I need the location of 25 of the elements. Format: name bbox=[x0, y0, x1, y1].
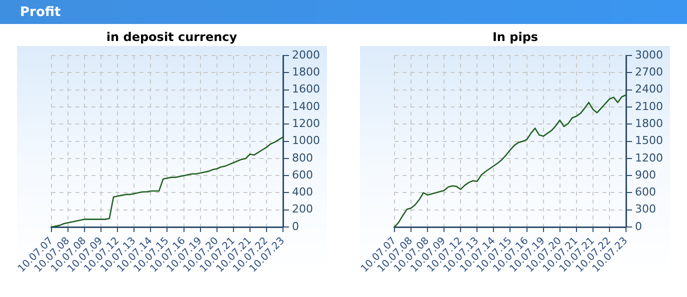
y-tick-label: 1200 bbox=[292, 117, 320, 130]
y-tick-label: 1000 bbox=[292, 134, 320, 148]
y-tick-label: 1800 bbox=[292, 66, 320, 79]
y-tick-label: 900 bbox=[635, 168, 656, 182]
y-tick-label: 400 bbox=[292, 186, 313, 199]
y-tick-label: 300 bbox=[635, 202, 656, 216]
y-tick-label: 1600 bbox=[292, 82, 320, 96]
chart-title: Profit bbox=[0, 0, 687, 24]
y-tick-label: 800 bbox=[292, 151, 313, 164]
y-tick-label: 0 bbox=[292, 220, 299, 233]
y-tick-label: 2000 bbox=[292, 48, 320, 62]
y-tick-label: 3000 bbox=[635, 48, 664, 62]
y-tick-label: 1800 bbox=[635, 117, 664, 130]
y-tick-label: 1500 bbox=[635, 134, 664, 148]
chart-subtitle: in deposit currency bbox=[106, 30, 238, 46]
y-tick-label: 2700 bbox=[635, 66, 664, 79]
y-tick-label: 1400 bbox=[292, 100, 320, 113]
chart-subtitle: In pips bbox=[492, 30, 538, 46]
y-tick-label: 2100 bbox=[635, 100, 664, 113]
y-tick-label: 600 bbox=[635, 186, 656, 199]
y-tick-label: 600 bbox=[292, 168, 313, 182]
y-tick-label: 0 bbox=[635, 220, 642, 233]
y-tick-label: 2400 bbox=[635, 82, 664, 96]
y-tick-label: 1200 bbox=[635, 151, 664, 164]
y-tick-label: 200 bbox=[292, 202, 313, 216]
